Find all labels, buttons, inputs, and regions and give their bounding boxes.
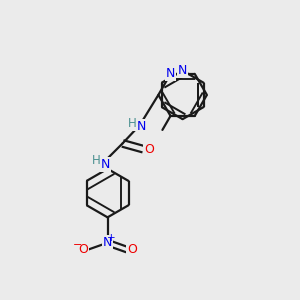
- Text: O: O: [144, 143, 154, 156]
- Text: −: −: [73, 240, 82, 250]
- Text: +: +: [107, 233, 116, 243]
- Text: N: N: [166, 68, 175, 80]
- Text: N: N: [137, 120, 146, 133]
- Text: H: H: [92, 154, 100, 167]
- Text: N: N: [100, 158, 110, 171]
- Text: O: O: [78, 243, 88, 256]
- Text: O: O: [127, 243, 137, 256]
- Text: H: H: [128, 117, 136, 130]
- Text: N: N: [103, 236, 112, 249]
- Text: N: N: [178, 64, 187, 77]
